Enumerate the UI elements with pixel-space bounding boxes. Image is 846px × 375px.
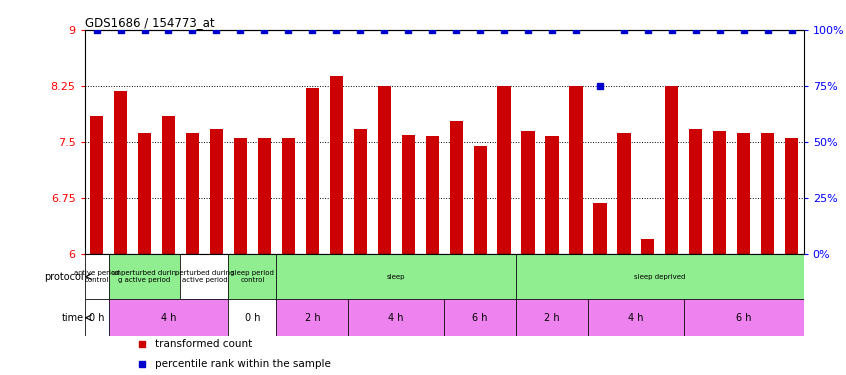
Text: 6 h: 6 h <box>472 313 488 323</box>
Bar <box>114 91 127 254</box>
Text: 0 h: 0 h <box>89 313 104 323</box>
Bar <box>497 86 511 254</box>
Bar <box>233 138 247 254</box>
Bar <box>210 129 223 254</box>
Bar <box>138 133 151 254</box>
Bar <box>305 88 319 254</box>
Bar <box>593 203 607 254</box>
Bar <box>258 138 271 254</box>
Bar <box>689 129 702 254</box>
Text: GDS1686 / 154773_at: GDS1686 / 154773_at <box>85 16 214 29</box>
Text: sleep period
control: sleep period control <box>231 270 274 283</box>
Bar <box>90 116 103 254</box>
Bar <box>588 299 684 336</box>
Bar <box>474 146 486 254</box>
Bar <box>228 299 277 336</box>
Bar <box>665 86 678 254</box>
Bar <box>516 299 588 336</box>
Bar <box>521 131 535 254</box>
Bar <box>402 135 415 254</box>
Text: 4 h: 4 h <box>629 313 644 323</box>
Bar <box>277 299 349 336</box>
Bar <box>546 136 558 254</box>
Bar <box>330 76 343 254</box>
Text: 4 h: 4 h <box>161 313 176 323</box>
Bar <box>785 138 799 254</box>
Text: sleep deprived: sleep deprived <box>634 274 685 280</box>
Bar <box>349 299 444 336</box>
Text: 6 h: 6 h <box>736 313 751 323</box>
Bar <box>186 133 199 254</box>
Bar <box>162 116 175 254</box>
Bar <box>444 299 516 336</box>
Text: transformed count: transformed count <box>155 339 252 349</box>
Text: active period
control: active period control <box>74 270 119 283</box>
Bar <box>426 136 439 254</box>
Bar <box>277 254 516 299</box>
Bar <box>641 239 655 254</box>
Text: 0 h: 0 h <box>244 313 260 323</box>
Bar <box>516 254 804 299</box>
Bar <box>180 254 228 299</box>
Bar <box>282 138 295 254</box>
Text: unperturbed durin
g active period: unperturbed durin g active period <box>113 270 177 283</box>
Bar <box>85 299 108 336</box>
Text: protocol: protocol <box>45 272 84 282</box>
Text: percentile rank within the sample: percentile rank within the sample <box>155 358 331 369</box>
Text: time: time <box>62 313 84 323</box>
Bar <box>618 133 630 254</box>
Text: 2 h: 2 h <box>305 313 320 323</box>
Text: perturbed during
active period: perturbed during active period <box>175 270 234 283</box>
Bar <box>228 254 277 299</box>
Bar <box>684 299 804 336</box>
Bar <box>713 131 727 254</box>
Bar <box>108 254 180 299</box>
Text: sleep: sleep <box>387 274 405 280</box>
Bar <box>377 86 391 254</box>
Text: 2 h: 2 h <box>544 313 560 323</box>
Bar <box>108 299 228 336</box>
Text: 4 h: 4 h <box>388 313 404 323</box>
Bar <box>569 86 583 254</box>
Bar <box>737 133 750 254</box>
Bar <box>449 121 463 254</box>
Bar <box>85 254 108 299</box>
Bar <box>354 129 367 254</box>
Bar <box>761 133 774 254</box>
